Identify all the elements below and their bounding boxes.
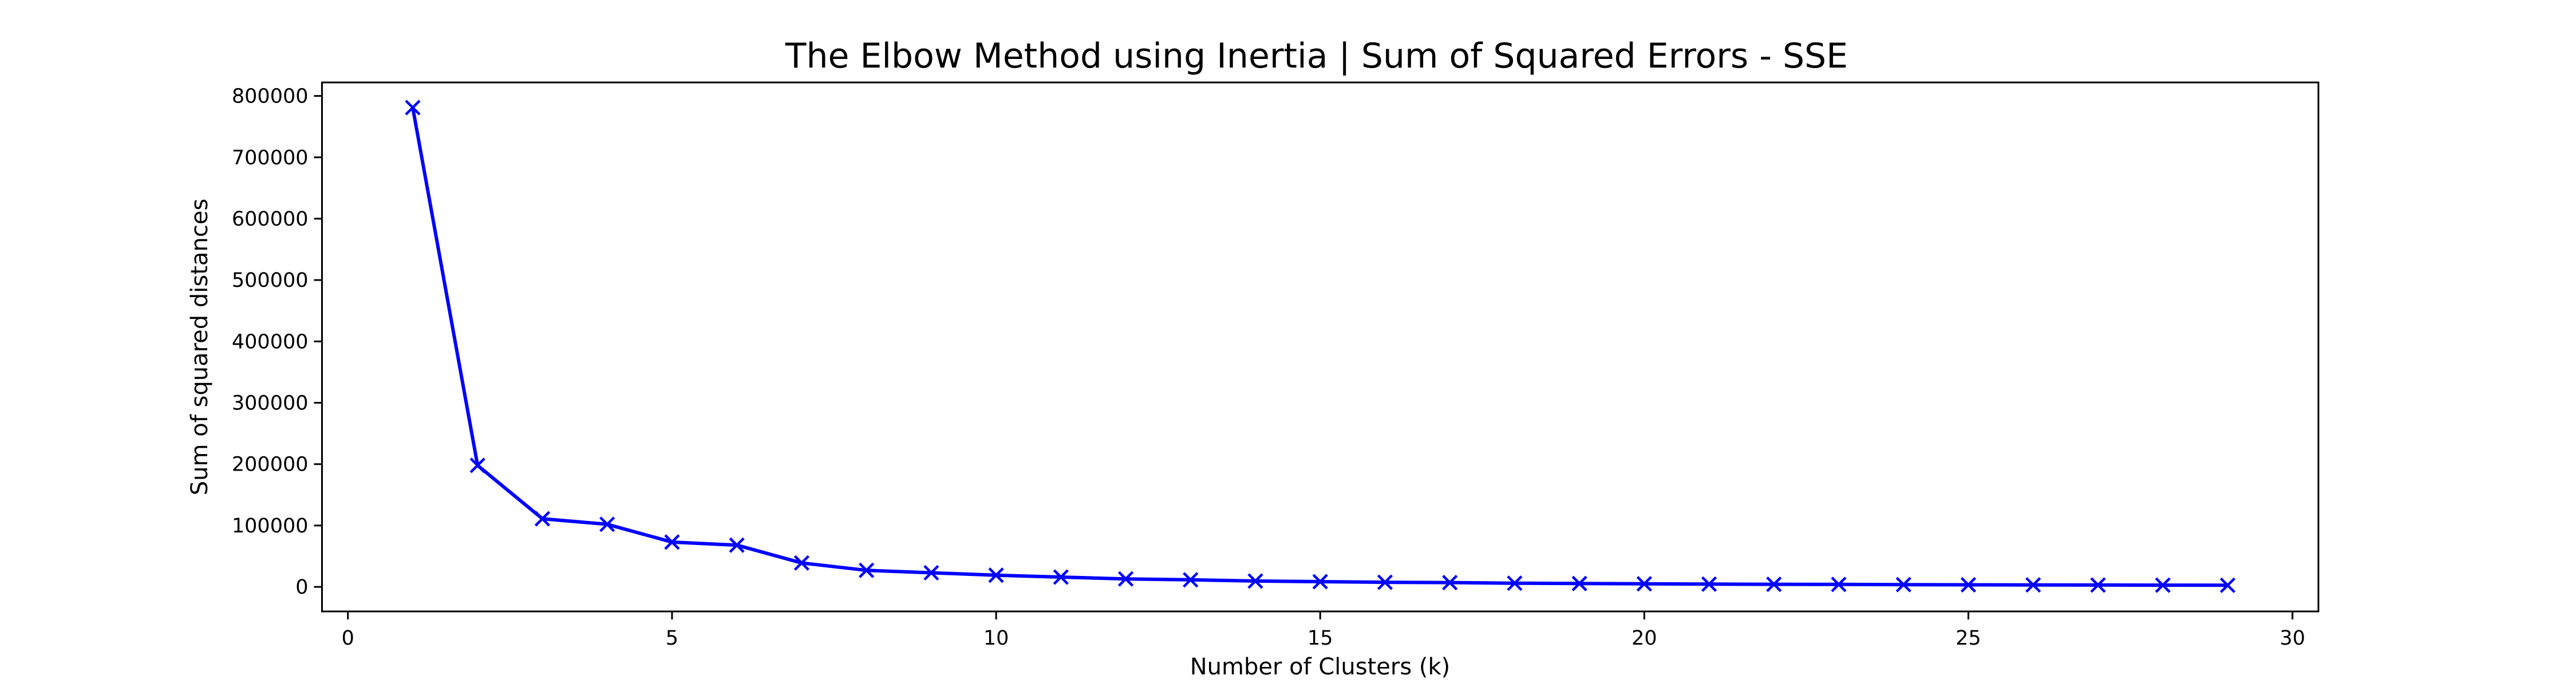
data-point-marker xyxy=(1571,575,1587,591)
x-tick-label: 15 xyxy=(1307,627,1333,650)
y-tick-label: 100000 xyxy=(232,515,309,538)
data-point-marker xyxy=(1636,576,1652,592)
y-tick-label: 0 xyxy=(295,576,308,599)
data-point-marker xyxy=(1247,573,1263,589)
data-point-marker xyxy=(1312,574,1328,590)
data-point-marker xyxy=(1701,576,1717,592)
data-point-marker xyxy=(1117,571,1134,587)
y-tick-label: 200000 xyxy=(232,453,309,476)
data-point-marker xyxy=(1507,575,1523,591)
data-point-marker xyxy=(1442,575,1458,591)
x-tick-label: 20 xyxy=(1631,627,1657,650)
data-point-marker xyxy=(2025,577,2041,593)
y-tick-label: 800000 xyxy=(232,85,309,108)
y-tick-label: 500000 xyxy=(232,269,309,292)
x-tick-label: 10 xyxy=(983,627,1009,650)
data-point-marker xyxy=(1895,577,1911,593)
data-point-marker xyxy=(1831,577,1847,593)
plot-area-frame xyxy=(321,81,2320,613)
data-point-marker xyxy=(2155,577,2171,593)
data-point-marker xyxy=(859,562,875,578)
y-axis-label: Sum of squared distances xyxy=(187,199,213,495)
x-axis-label: Number of Clusters (k) xyxy=(1190,654,1451,680)
data-point-marker xyxy=(2090,577,2106,593)
data-point-marker xyxy=(664,534,680,550)
chart-title: The Elbow Method using Inertia | Sum of … xyxy=(785,36,1848,76)
data-point-marker xyxy=(405,100,421,116)
data-point-marker xyxy=(1053,569,1069,585)
data-point-marker xyxy=(534,511,551,527)
x-tick-label: 5 xyxy=(666,627,678,650)
data-point-marker xyxy=(599,516,615,532)
y-tick-label: 400000 xyxy=(232,330,309,353)
y-tick-label: 300000 xyxy=(232,392,309,415)
y-tick-label: 700000 xyxy=(232,147,309,169)
data-point-marker xyxy=(793,555,809,571)
x-tick-label: 25 xyxy=(1955,627,1981,650)
data-point-marker xyxy=(729,537,745,553)
data-point-marker xyxy=(1766,577,1782,593)
data-point-marker xyxy=(1377,574,1393,590)
data-point-marker xyxy=(988,567,1004,583)
data-point-marker xyxy=(923,564,939,581)
data-point-marker xyxy=(1183,572,1199,588)
y-tick-label: 600000 xyxy=(232,208,309,231)
series-line xyxy=(411,105,2230,587)
y-axis: 0 100000 200000 300000 400000 500000 600000 700… xyxy=(232,85,322,599)
x-tick-label: 0 xyxy=(342,627,354,650)
x-axis: 0 5 10 15 20 25 30 xyxy=(342,611,2305,650)
x-tick-label: 30 xyxy=(2279,627,2305,650)
data-point-marker xyxy=(469,457,485,473)
data-point-marker xyxy=(2219,577,2236,593)
data-point-marker xyxy=(1960,577,1977,593)
series-layer xyxy=(405,100,2236,593)
